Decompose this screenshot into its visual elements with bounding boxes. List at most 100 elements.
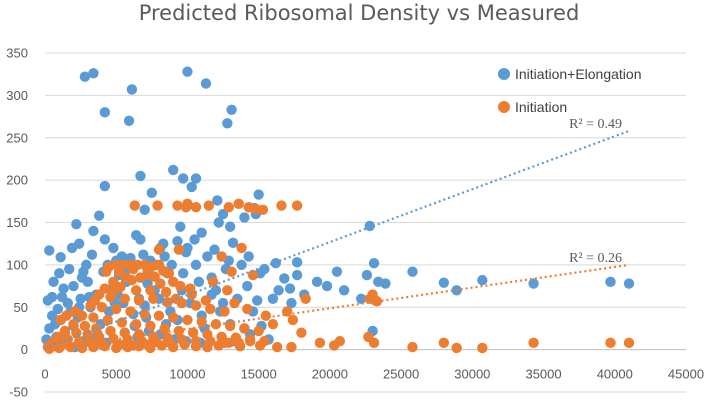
y-tick-label: 50: [14, 300, 28, 315]
trendline: [44, 263, 630, 351]
x-tick-label: 5000: [102, 367, 131, 382]
data-point: [182, 66, 193, 77]
data-point: [166, 259, 177, 271]
data-point: [605, 276, 616, 288]
data-point: [190, 335, 202, 347]
data-point: [75, 293, 86, 304]
data-point: [190, 300, 202, 311]
x-tick-label: 45000: [668, 367, 704, 382]
data-point: [69, 306, 81, 317]
data-point: [229, 297, 240, 309]
data-point: [286, 297, 297, 309]
data-point: [126, 84, 138, 95]
data-point: [128, 263, 139, 275]
data-point: [153, 310, 165, 321]
data-point: [59, 325, 71, 337]
data-point: [125, 306, 136, 317]
data-point: [99, 180, 111, 192]
data-point: [605, 337, 616, 349]
data-point: [64, 263, 75, 275]
data-point: [321, 280, 333, 292]
legend-label: Initiation+Elongation: [515, 66, 642, 82]
y-tick-label: 350: [6, 46, 28, 61]
data-point: [233, 198, 244, 210]
data-point: [173, 244, 185, 255]
data-point: [239, 323, 250, 334]
data-point: [247, 269, 259, 281]
legend-marker: [498, 68, 510, 80]
data-point: [216, 251, 227, 262]
data-point: [287, 314, 299, 326]
data-point: [210, 319, 222, 330]
data-point: [82, 329, 93, 340]
data-point: [86, 249, 98, 260]
data-point: [242, 303, 253, 315]
data-point: [212, 195, 223, 206]
data-point: [203, 200, 215, 211]
data-point: [142, 339, 153, 350]
data-point: [129, 200, 140, 211]
data-point: [267, 293, 279, 304]
data-point: [407, 266, 418, 277]
data-point: [623, 278, 635, 289]
data-point: [257, 204, 269, 215]
data-point: [68, 280, 79, 292]
data-point: [170, 293, 182, 304]
data-point: [152, 200, 163, 211]
data-point: [46, 291, 58, 303]
data-point: [49, 341, 61, 352]
data-point: [52, 303, 64, 315]
data-point: [224, 221, 236, 232]
data-point: [190, 173, 202, 184]
data-point: [91, 323, 102, 334]
data-point: [160, 286, 172, 298]
data-point: [168, 164, 179, 176]
data-point: [273, 285, 284, 296]
data-point: [296, 327, 307, 338]
data-point: [233, 337, 244, 349]
data-point: [311, 276, 323, 288]
data-point: [200, 78, 212, 89]
y-tick-label: 0: [21, 342, 28, 357]
data-point: [243, 251, 254, 262]
data-point: [88, 68, 99, 79]
trendlines: R² = 0.49 R² = 0.26: [44, 117, 630, 351]
data-point: [68, 319, 79, 330]
data-point: [79, 71, 91, 82]
data-point: [168, 312, 179, 323]
data-point: [222, 118, 233, 129]
x-tick-label: 25000: [383, 367, 419, 382]
data-point: [222, 285, 233, 296]
data-point: [150, 336, 162, 348]
data-point: [190, 202, 202, 213]
data-point: [155, 278, 166, 289]
data-point: [44, 245, 55, 256]
y-axis-ticks: -50 0 50 100 150 200 250 300 350: [6, 46, 28, 400]
data-point: [96, 302, 108, 313]
data-point: [48, 276, 59, 288]
data-point: [196, 227, 207, 238]
legend-label: Initiation: [515, 99, 567, 115]
data-point: [224, 320, 236, 332]
r-squared-label: R² = 0.49: [569, 117, 622, 132]
data-point: [186, 181, 197, 193]
data-point: [126, 274, 138, 286]
data-point: [163, 268, 175, 279]
data-point: [451, 342, 462, 354]
legend-marker: [498, 101, 510, 113]
data-point: [66, 242, 78, 254]
data-point: [89, 295, 101, 306]
data-point: [180, 202, 192, 213]
data-point: [364, 220, 375, 232]
data-point: [135, 234, 146, 245]
data-point: [101, 266, 112, 277]
data-point: [196, 316, 207, 327]
data-point: [244, 334, 256, 345]
data-point: [159, 323, 170, 334]
data-point: [108, 242, 119, 254]
data-point: [71, 218, 82, 230]
data-point: [253, 325, 264, 337]
data-point: [113, 339, 125, 350]
data-point: [227, 237, 239, 249]
data-point: [623, 337, 635, 349]
